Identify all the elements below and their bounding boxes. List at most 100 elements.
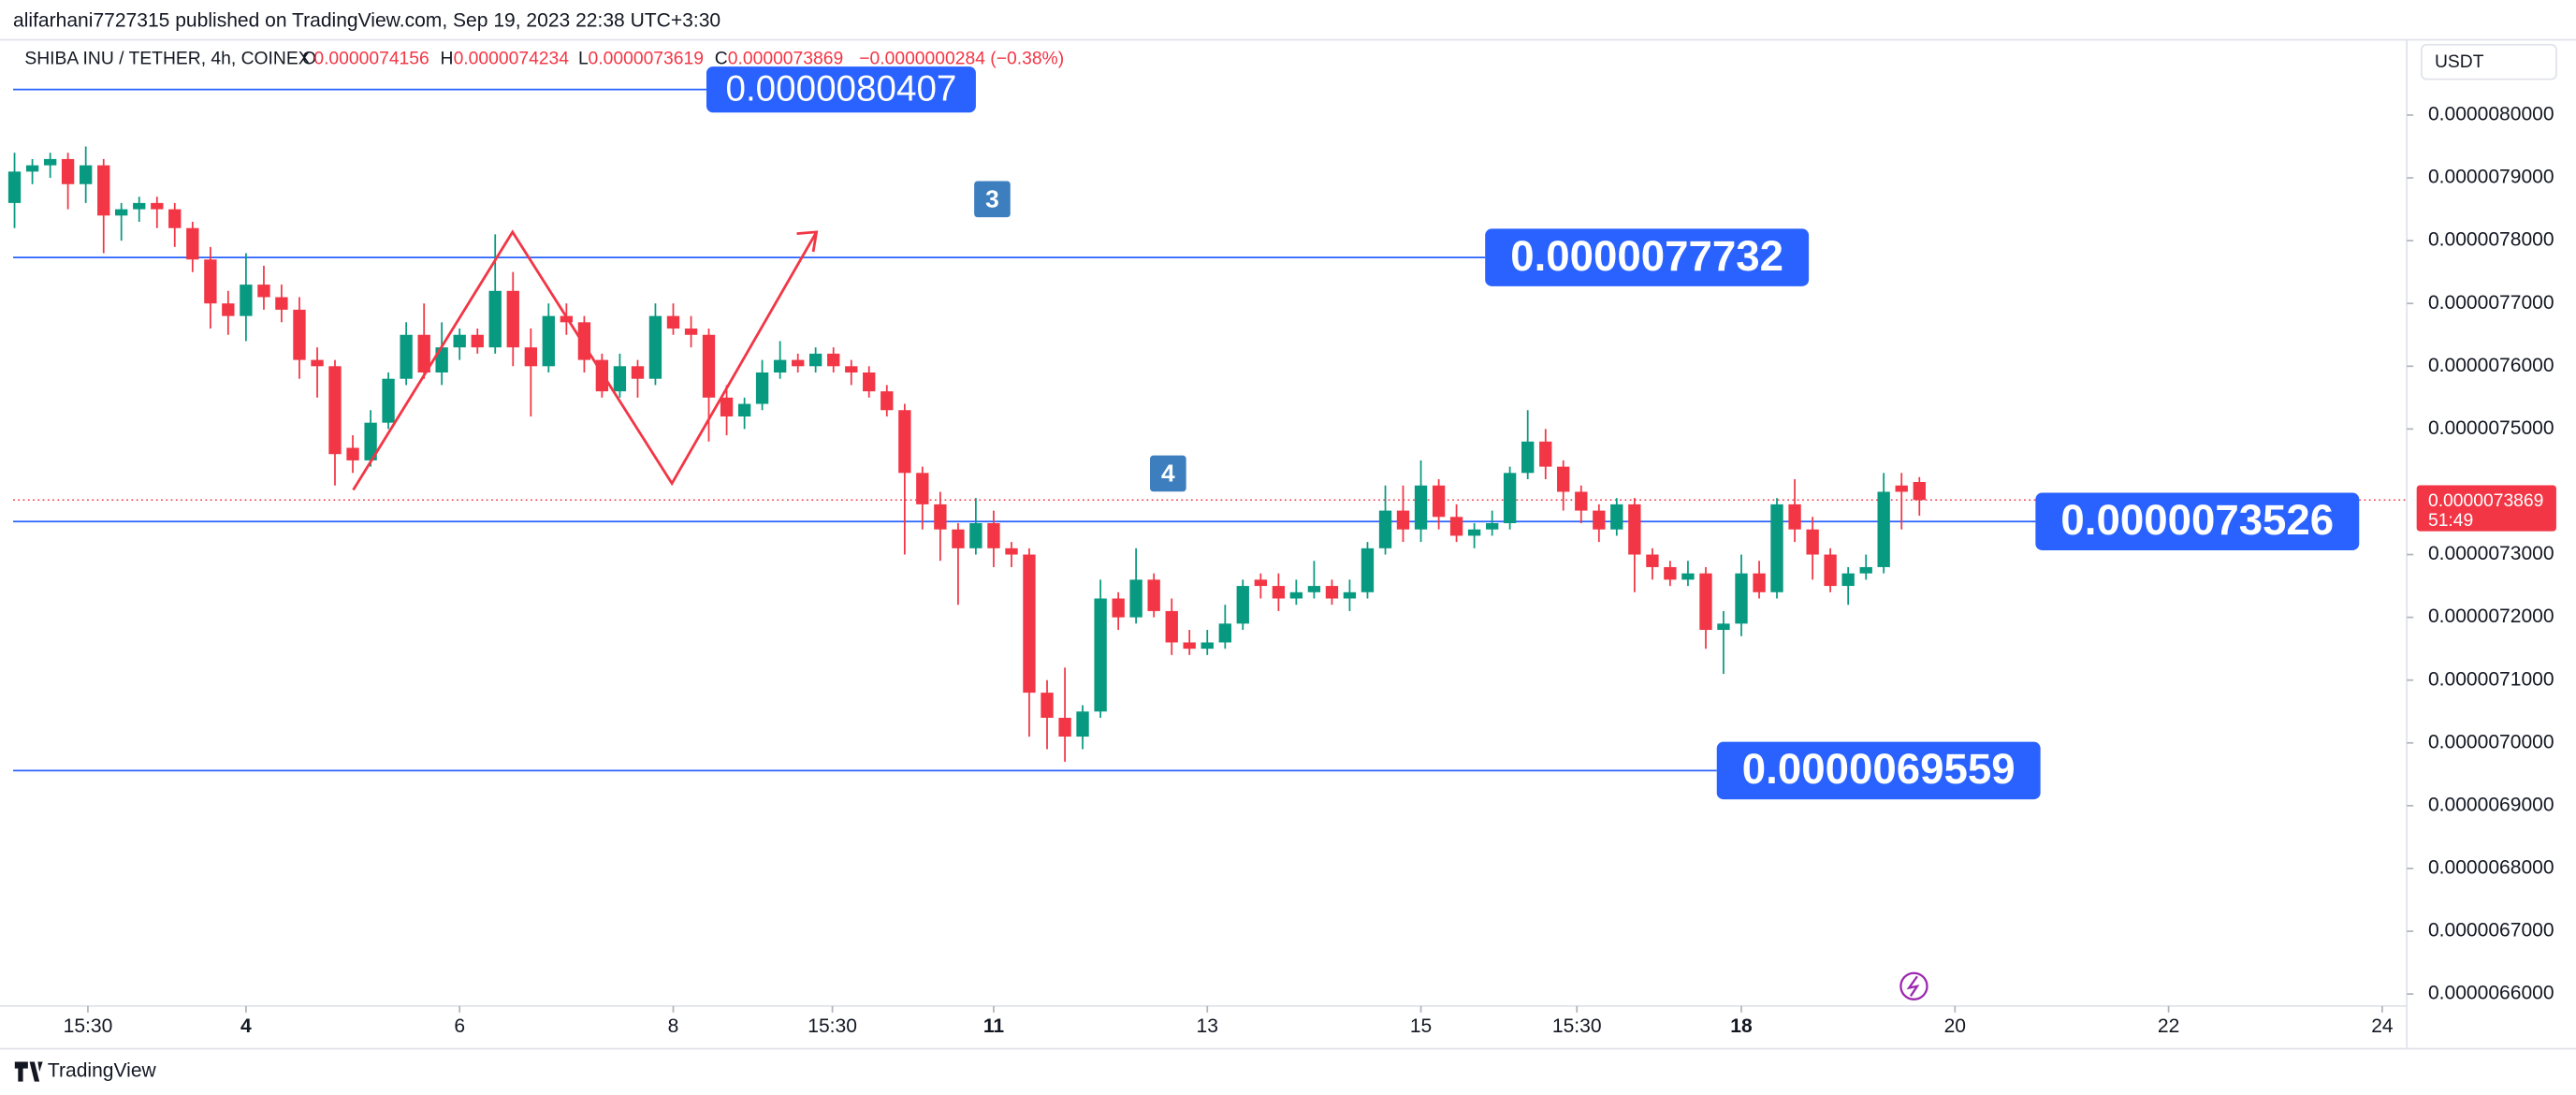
legend-header: SHIBA INU / TETHER, 4h, COINEX O 0.00000… xyxy=(24,50,1064,69)
candle-body xyxy=(1129,579,1142,618)
annotation-label: 4 xyxy=(1161,460,1175,488)
x-tick-label: 15:30 xyxy=(1552,1015,1602,1037)
y-tick-label: 0.0000079000 xyxy=(2428,167,2554,188)
currency-box[interactable] xyxy=(2421,43,2557,80)
candle-body xyxy=(1841,573,1855,587)
ohlc-label: L xyxy=(578,50,589,69)
candle-body xyxy=(720,397,734,416)
candle-body xyxy=(1343,591,1357,599)
candle-body xyxy=(1610,504,1623,530)
candle-body xyxy=(1646,554,1659,567)
candle-body xyxy=(1735,573,1748,624)
candle-body xyxy=(1770,504,1783,592)
annotation-box xyxy=(1150,455,1186,492)
candle-body xyxy=(1557,466,1570,492)
candle-body xyxy=(987,522,1000,548)
y-tick-label: 0.0000072000 xyxy=(2428,606,2554,627)
candle-body xyxy=(666,315,680,329)
candle-body xyxy=(417,334,430,373)
candle-body xyxy=(1201,642,1214,650)
candle-body xyxy=(1254,579,1267,587)
level-label: 0.0000073526 xyxy=(2060,496,2334,544)
event-icon[interactable] xyxy=(1899,971,1928,1000)
candle-body xyxy=(186,227,199,260)
y-tick-label: 0.0000076000 xyxy=(2428,355,2554,376)
candle-body xyxy=(1717,623,1730,631)
zigzag-drawing xyxy=(352,229,818,491)
candle-body xyxy=(1414,485,1428,530)
candle-body xyxy=(1575,491,1588,511)
candle-body xyxy=(471,334,484,348)
candle-body xyxy=(1628,504,1641,555)
candle-body xyxy=(773,359,787,373)
countdown: 51:49 xyxy=(2428,511,2473,531)
candle-body xyxy=(1165,610,1178,643)
candle-body xyxy=(845,366,858,373)
candle-body xyxy=(1449,517,1463,536)
ohlc-value: 0.0000073619 xyxy=(589,50,704,69)
candle-body xyxy=(240,285,253,316)
candle-body xyxy=(1467,529,1481,536)
last-price-label: 0.0000073869 xyxy=(2428,491,2543,511)
candle-body xyxy=(115,209,128,216)
candle-body xyxy=(1218,623,1231,643)
candle-body xyxy=(1895,485,1908,492)
level-label: 0.0000077732 xyxy=(1510,232,1783,280)
x-tick-label: 4 xyxy=(240,1015,252,1037)
candle-body xyxy=(1753,573,1766,592)
y-tick-label: 0.0000075000 xyxy=(2428,417,2554,439)
candle-body xyxy=(168,209,182,228)
candle-body xyxy=(1788,504,1801,530)
candle-body xyxy=(1664,566,1677,580)
candle-body xyxy=(737,403,751,416)
currency[interactable]: USDT xyxy=(2435,52,2484,72)
candle-body xyxy=(1913,481,1926,501)
candle-body xyxy=(275,297,288,310)
last-price-tag xyxy=(2416,485,2556,532)
candle-body xyxy=(827,353,840,367)
candle-body xyxy=(7,171,22,203)
publisher-note: alifarhani7727315 published on TradingVi… xyxy=(13,10,720,32)
change-value: −0.0000000284 (−0.38%) xyxy=(859,50,1064,69)
candle-body xyxy=(257,285,270,298)
y-tick-label: 0.0000067000 xyxy=(2428,920,2554,942)
candle-body xyxy=(1806,529,1819,555)
candle-body xyxy=(684,328,698,335)
symbol: SHIBA INU / TETHER, 4h, COINEX xyxy=(24,50,310,69)
candle-body xyxy=(1307,586,1321,592)
candle-body xyxy=(631,366,645,379)
y-tick-label: 0.0000077000 xyxy=(2428,292,2554,314)
annotation-label: 3 xyxy=(985,184,999,212)
level-label-box xyxy=(706,66,976,113)
candle-body xyxy=(1076,711,1089,737)
candle-body xyxy=(1824,554,1837,587)
candle-body xyxy=(222,303,235,316)
level-label: 0.0000080407 xyxy=(725,69,956,110)
x-tick-label: 24 xyxy=(2371,1015,2394,1037)
y-tick-label: 0.0000066000 xyxy=(2428,983,2554,1004)
candle-body xyxy=(702,334,716,398)
candle-body xyxy=(1699,573,1712,631)
candle-body xyxy=(1681,573,1695,580)
ohlc-value: 0.0000074156 xyxy=(313,50,429,69)
candle-body xyxy=(311,359,324,367)
candle-body xyxy=(453,334,466,348)
x-tick-label: 18 xyxy=(1730,1015,1753,1037)
x-tick-label: 13 xyxy=(1197,1015,1218,1037)
candle-body xyxy=(755,372,769,404)
candle-body xyxy=(1183,642,1196,650)
candle-body xyxy=(400,334,413,379)
candle-body xyxy=(1058,717,1071,737)
x-tick-label: 8 xyxy=(668,1015,679,1037)
plot-area: 0.0000080000 0.0000079000 0.0000078000 0.00… xyxy=(7,88,2554,1037)
candle-body xyxy=(25,165,39,172)
y-tick-label: 0.0000069000 xyxy=(2428,794,2554,815)
candle-body xyxy=(969,522,982,548)
x-tick-label: 22 xyxy=(2158,1015,2179,1037)
candle-body xyxy=(1877,491,1890,567)
x-tick-label: 6 xyxy=(454,1015,465,1037)
y-tick-label: 0.0000071000 xyxy=(2428,668,2554,690)
candle-body xyxy=(1289,591,1303,599)
candle-body xyxy=(151,202,164,210)
